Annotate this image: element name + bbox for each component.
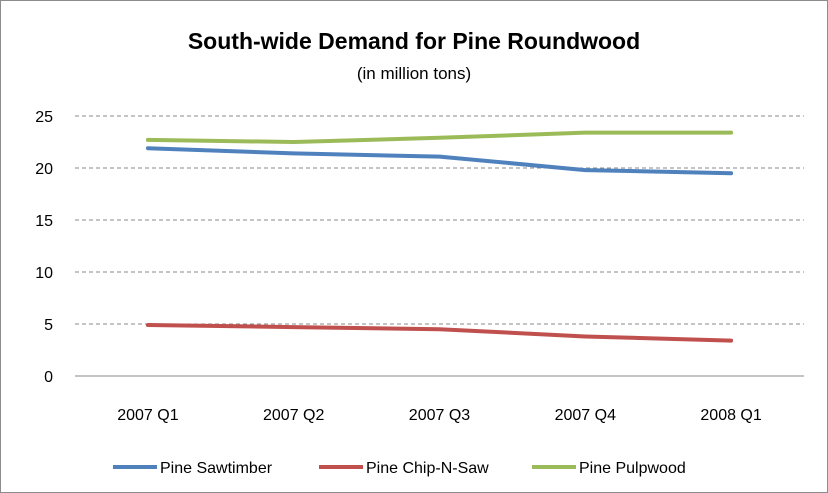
series-line-pine-chip-n-saw bbox=[145, 323, 734, 343]
x-tick-label: 2008 Q1 bbox=[700, 407, 761, 424]
x-tick-label: 2007 Q3 bbox=[409, 407, 470, 424]
legend-label: Pine Pulpwood bbox=[579, 460, 686, 477]
legend-label: Pine Chip-N-Saw bbox=[366, 460, 489, 477]
x-tick-label: 2007 Q4 bbox=[555, 407, 616, 424]
series-line-pine-sawtimber bbox=[145, 146, 734, 176]
x-tick-label: 2007 Q1 bbox=[117, 407, 178, 424]
y-tick-label: 0 bbox=[44, 369, 53, 386]
y-tick-label: 25 bbox=[35, 109, 53, 126]
series-line-pine-pulpwood bbox=[145, 130, 734, 144]
x-tick-label: 2007 Q2 bbox=[263, 407, 324, 424]
y-tick-label: 15 bbox=[35, 213, 53, 230]
legend-label: Pine Sawtimber bbox=[160, 460, 273, 477]
y-tick-label: 5 bbox=[44, 317, 53, 334]
y-tick-label: 20 bbox=[35, 161, 53, 178]
chart-subtitle: (in million tons) bbox=[356, 64, 472, 83]
chart-title: South-wide Demand for Pine Roundwood bbox=[187, 28, 641, 54]
y-tick-label: 10 bbox=[35, 265, 53, 282]
